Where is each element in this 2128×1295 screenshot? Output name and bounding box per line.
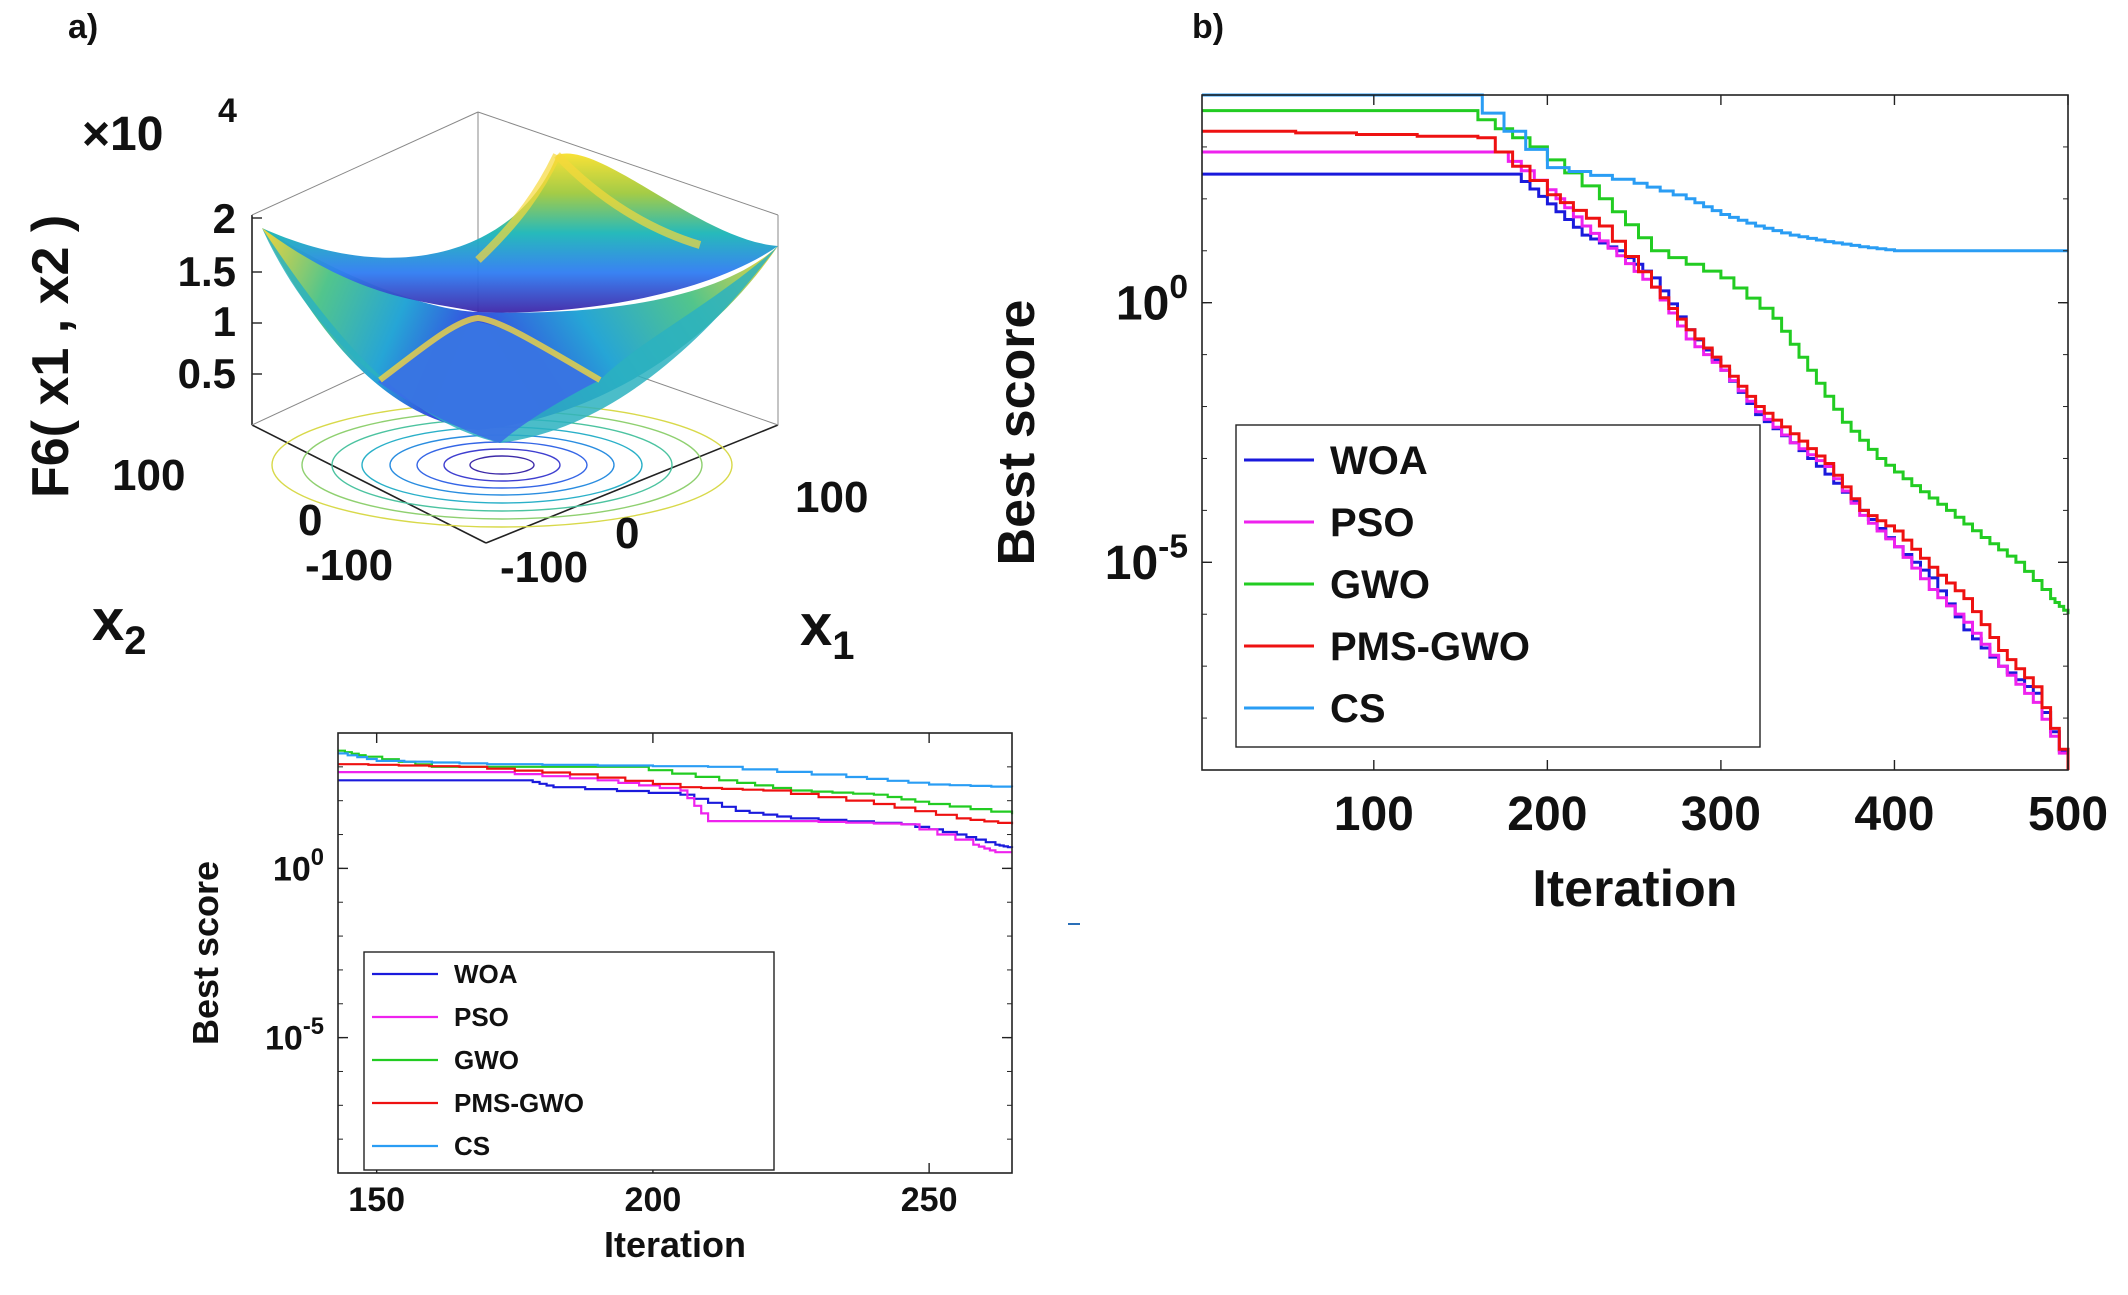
x1-tick-100: 100 xyxy=(795,473,868,522)
series-line-cs xyxy=(1202,93,2068,253)
legend-box xyxy=(1235,424,1761,748)
x-axis-label: Iteration xyxy=(1532,860,1737,918)
legend: WOA PSO GWO PMS-GWO CS xyxy=(1235,424,1761,748)
series-line-pso xyxy=(1202,150,2070,770)
series-line-cs xyxy=(338,752,1014,788)
x2-tick-neg100: -100 xyxy=(305,541,393,590)
x-tick-label: 150 xyxy=(348,1181,405,1219)
legend-label-gwo: GWO xyxy=(1330,563,1430,607)
legend-label-pso: PSO xyxy=(454,1002,509,1032)
legend-label-cs: CS xyxy=(454,1131,490,1161)
surface-front-peak xyxy=(378,321,600,443)
legend-label-pms-gwo: PMS-GWO xyxy=(454,1088,584,1118)
x-tick-label: 500 xyxy=(2028,788,2108,841)
x1-axis-label: x1 xyxy=(800,593,855,668)
x-tick-label: 100 xyxy=(1334,788,1414,841)
series-line-woa xyxy=(338,779,1014,849)
y-tick-label: 100 xyxy=(1116,269,1188,331)
surface-back-peak xyxy=(262,153,778,313)
series-line-gwo xyxy=(338,749,1014,815)
x2-axis-label: x2 xyxy=(92,588,147,663)
z-exponent: 4 xyxy=(218,92,237,130)
z-tick-1-5: 1.5 xyxy=(178,248,236,295)
x-tick-label: 200 xyxy=(625,1181,682,1219)
x-tick-label: 300 xyxy=(1681,788,1761,841)
legend-label-woa: WOA xyxy=(454,959,518,989)
plot-frame xyxy=(337,732,1013,1174)
legend-label-woa: WOA xyxy=(1330,439,1428,483)
surface-inner-ridge xyxy=(378,314,602,383)
convergence-chart: 100 200 300 400 500 100 10-5 Iteration Best scor… xyxy=(988,93,2108,918)
z-tick-2: 2 xyxy=(213,195,236,242)
legend-label-cs: CS xyxy=(1330,687,1386,731)
zoomed-convergence-chart: 150 200 250 100 10-5 Iteration Best score WOA PS… xyxy=(185,732,1014,1265)
series-line-gwo xyxy=(1202,109,2070,615)
x-tick-label: 200 xyxy=(1507,788,1587,841)
legend: WOA PSO GWO PMS-GWO CS xyxy=(363,951,775,1171)
plot-frame xyxy=(1201,94,2069,771)
panel-label-b: b) xyxy=(1192,8,1224,46)
panel-label-a: a) xyxy=(68,8,98,46)
series-line-pms-gwo xyxy=(338,763,1014,825)
x-tick-label: 250 xyxy=(901,1181,958,1219)
y-tick-label: 10-5 xyxy=(265,1013,324,1057)
z-tick-1: 1 xyxy=(213,298,236,345)
x2-tick-0: 0 xyxy=(298,496,322,545)
series-line-pso xyxy=(338,771,1012,854)
z-tick-0-5: 0.5 xyxy=(178,350,236,397)
y-axis-label: Best score xyxy=(988,300,1046,566)
legend-label-gwo: GWO xyxy=(454,1045,519,1075)
x2-tick-100: 100 xyxy=(112,451,185,500)
surface-plot: 2 1.5 1 0.5 F6( x1 , x2 ) ×10 4 100 0 -1… xyxy=(22,92,868,668)
y-tick-label: 100 xyxy=(273,844,324,888)
x-tick-label: 400 xyxy=(1854,788,1934,841)
legend-label-pso: PSO xyxy=(1330,501,1414,545)
series-line-pms-gwo xyxy=(1202,129,2070,770)
legend-label-pms-gwo: PMS-GWO xyxy=(1330,625,1530,669)
y-axis-label: Best score xyxy=(185,861,226,1045)
x-axis-label: Iteration xyxy=(604,1224,746,1265)
z-axis-label: F6( x1 , x2 ) xyxy=(22,215,80,498)
y-tick-label: 10-5 xyxy=(1105,529,1188,591)
x1-tick-0: 0 xyxy=(615,509,639,558)
x1-tick-neg100: -100 xyxy=(500,543,588,592)
z-exponent-label: ×10 xyxy=(82,108,163,161)
